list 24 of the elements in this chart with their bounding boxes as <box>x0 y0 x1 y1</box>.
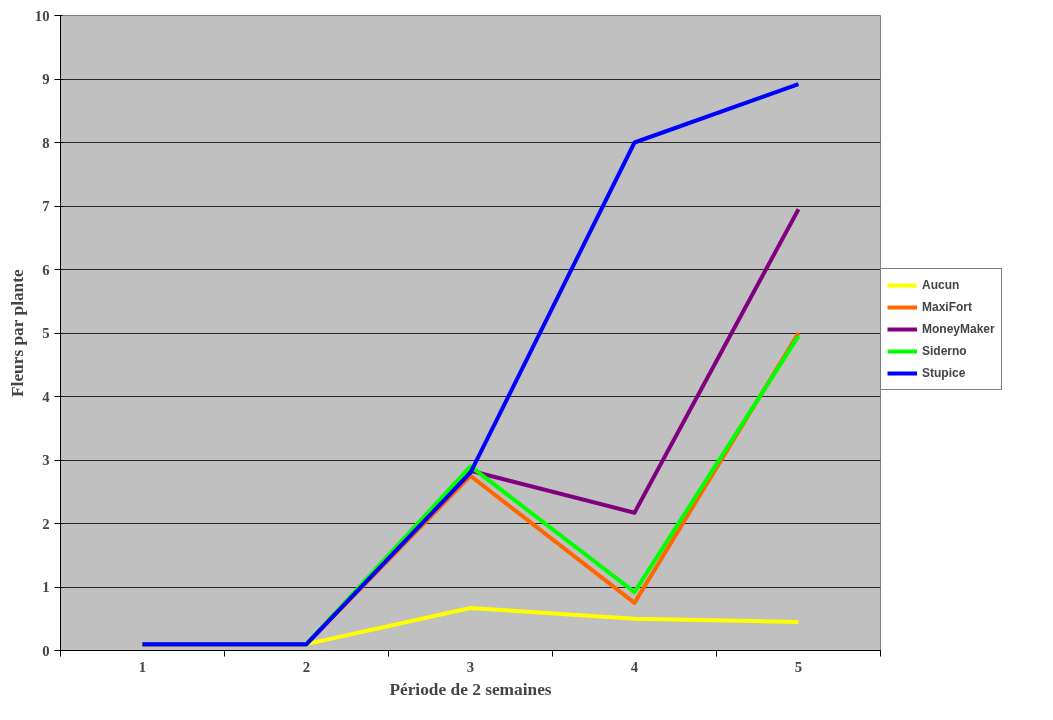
y-tick-label: 0 <box>42 642 50 659</box>
x-tick-label: 4 <box>630 658 639 675</box>
legend-label: Aucun <box>922 278 960 292</box>
legend-label: Siderno <box>922 344 967 358</box>
y-tick-label: 10 <box>34 7 50 24</box>
y-tick-label: 2 <box>42 515 50 532</box>
y-tick-label: 8 <box>42 134 50 151</box>
y-tick-label: 4 <box>42 388 51 405</box>
x-tick-label: 2 <box>302 658 311 675</box>
legend-label: Stupice <box>922 366 966 380</box>
y-tick-label: 1 <box>42 579 50 595</box>
x-tick-label: 1 <box>138 658 147 675</box>
y-tick-label: 3 <box>42 452 50 468</box>
x-tick-label: 3 <box>466 658 475 675</box>
legend-label: MaxiFort <box>922 300 973 314</box>
y-tick-label: 7 <box>42 198 50 214</box>
y-tick-label: 6 <box>42 261 50 278</box>
y-axis-title: Fleurs par plante <box>7 268 27 398</box>
y-tick-label: 9 <box>42 71 50 87</box>
y-tick-label: 5 <box>42 325 50 341</box>
x-axis-title: Période de 2 semaines <box>389 679 552 699</box>
line-series <box>140 82 801 647</box>
legend-label: MoneyMaker <box>922 322 995 336</box>
x-tick-label: 5 <box>794 658 803 675</box>
